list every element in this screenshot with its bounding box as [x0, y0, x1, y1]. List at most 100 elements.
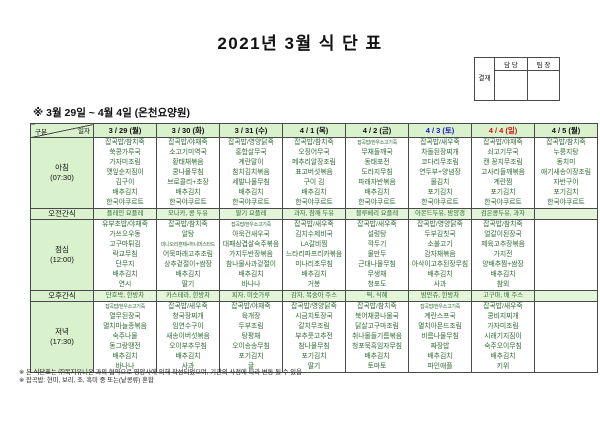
- menu-cell: 잡곡밥/한우소고기죽 계란스프국 멸치아몬드조림 비름나물무침 짜장밥 배추김치 파인애플: [408, 301, 472, 373]
- menu-item: 임연수구이: [172, 323, 204, 330]
- page-title: 2021년 3월 식 단 표: [217, 34, 383, 53]
- menu-item: 배추김치: [175, 353, 201, 360]
- snack-cell: 단호박, 한방차: [93, 290, 157, 302]
- menu-item: 소불고기: [427, 241, 453, 248]
- approval-sign-cell-2: [527, 71, 559, 100]
- menu-item: 쑥콩가루국: [109, 149, 141, 156]
- menu-item: 무채들깨국: [361, 149, 393, 156]
- menu-item: 깍두기: [367, 241, 387, 248]
- menu-item: 오이부추무침: [169, 343, 207, 350]
- menu-item: 잡곡밥/한우소고기죽: [105, 304, 145, 310]
- menu-item: 오징어무국: [298, 149, 330, 156]
- menu-item: 잡곡밥/새우죽: [294, 221, 334, 228]
- date-header: 3 / 30 (화): [156, 123, 220, 138]
- menu-item: 배추김치: [238, 271, 264, 278]
- menu-item: 두부조림: [238, 323, 264, 330]
- menu-item: 동치미: [556, 159, 576, 166]
- row-label-pm_snack: 오후간식: [30, 290, 94, 302]
- menu-item: 배추김치: [427, 353, 453, 360]
- menu-item: 배추김치: [427, 271, 453, 278]
- approval-col-timjang: 팀 장: [527, 58, 559, 71]
- snack-item: 단호박, 한방차: [105, 292, 145, 299]
- menu-item: 잡곡밥/야채죽: [231, 303, 271, 310]
- menu-item: 잡곡밥/새우죽: [357, 221, 397, 228]
- menu-item: 미니오리훈제+허니머스타드: [160, 242, 216, 248]
- menu-item: 양배추찜+쌈장: [482, 261, 524, 268]
- menu-item: 두부김칫국: [424, 231, 456, 238]
- menu-item: 가자미조림: [487, 323, 519, 330]
- menu-item: 배추김치: [112, 353, 138, 360]
- menu-item: 김구이: [115, 179, 135, 186]
- menu-item: 잡곡밥/참치죽: [546, 139, 586, 146]
- menu-cell: 유부초밥/야채죽 가쓰오우동 고구마튀김 락교무침 단무지 배추김치 연시: [93, 219, 157, 291]
- menu-item: 애기새송이장조림: [540, 169, 592, 176]
- menu-cell: [534, 301, 598, 373]
- menu-item: 캔 꽁치무조림: [483, 159, 523, 166]
- footnote-provider: ※ 본 식단표는 ㈜복지유니온 과의 협약으로 영양사에 의해 작성되었으며, …: [19, 369, 302, 376]
- menu-item: 계란말이: [238, 159, 264, 166]
- menu-item: 고구마튀김: [109, 241, 141, 248]
- menu-item: 잡곡밥/야채죽: [168, 139, 208, 146]
- menu-cell: 잡곡밥/영양닭죽 홍합살무국 계란말이 참치김치볶음 세발나물무침 배추김치 한국야쿠르트: [219, 137, 283, 209]
- menu-cell: 잡곡밥/새우죽 청국장찌개 임연수구이 새송이버섯볶음 오이부추무침 배추김치 사과: [156, 301, 220, 373]
- row-label-breakfast: 아침 (07:30): [30, 137, 94, 209]
- menu-item: 잡곡밥/한우소고기죽: [420, 304, 460, 310]
- menu-cell: 잡곡밥/참치죽 얼갈이된장국 제육고추장볶음 가지전 양배추찜+쌈장 배추김치 참외: [471, 219, 535, 291]
- menu-item: 대패삼겹살숙주볶음: [222, 241, 280, 248]
- menu-item: 제육고추장볶음: [481, 241, 525, 248]
- menu-item: 세발나물무침: [232, 179, 270, 186]
- menu-cell: 잡곡밥/야채죽 소고기미역국 황태채볶음 콩나물무침 브로콜리+초장 배추김치 한국야쿠르트: [156, 137, 220, 209]
- menu-item: 아삭이고추된장무침: [411, 261, 469, 268]
- menu-item: 메추리알장조림: [292, 159, 336, 166]
- snack-item: 고구마, 배 주스: [482, 292, 523, 299]
- menu-item: 잡곡밥/새우죽: [420, 139, 460, 146]
- snack-item: 블루베리 요플레: [355, 210, 399, 217]
- menu-item: 파인애플: [427, 363, 453, 370]
- menu-item: 배추김치: [490, 271, 516, 278]
- menu-item: 배추김치: [490, 353, 516, 360]
- menu-item: 탕평채: [241, 333, 261, 340]
- date-header: 4 / 1 (목): [282, 123, 346, 138]
- menu-item: 깻잎순지짐이: [106, 169, 144, 176]
- menu-item: 파래자반볶음: [358, 179, 396, 186]
- menu-item: 포기김치: [553, 189, 579, 196]
- menu-item: 한국야쿠르트: [232, 199, 270, 206]
- row-dinner: 저녁 (17:30) 잡곡밥/한우소고기죽 열무된장국 멸치마늘종볶음 숙주나물 동그랑땡전…: [30, 301, 598, 373]
- footnote-grain: ※ 잡곡밥: 현미, 보리, 조, 흑미 중 또는(낱콩류) 혼합: [19, 377, 154, 384]
- menu-item: 가쓰오우동: [109, 231, 141, 238]
- menu-item: 부추풋고추전: [295, 333, 333, 340]
- menu-item: 참나물무침: [298, 343, 330, 350]
- snack-item: 과자, 참깨 두유: [293, 210, 334, 217]
- date-header: 4 / 5 (월): [534, 123, 598, 138]
- row-label-lunch: 점심 (12:00): [30, 219, 94, 291]
- menu-item: 연시: [118, 281, 132, 288]
- menu-item: 브로콜리+초장: [167, 179, 209, 186]
- menu-item: 시래기지짐이: [484, 333, 522, 340]
- menu-item: 계란스프국: [424, 313, 456, 320]
- menu-item: 잡곡밥/참치죽: [168, 221, 208, 228]
- menu-item: 느타리파프리카볶음: [285, 251, 343, 258]
- menu-item: 물김치: [430, 179, 450, 186]
- row-pm_snack: 오후간식 단호박, 한방차 카스테라, 한방차 피자, 미숫가루 감자, 복숭아 주스 떡…: [30, 290, 598, 302]
- menu-item: 새송이버섯볶음: [166, 333, 210, 340]
- menu-item: 갈치무조림: [298, 323, 330, 330]
- snack-item: 감자, 복숭아 주스: [291, 292, 337, 299]
- menu-item: 연두부+양념장: [419, 169, 461, 176]
- menu-item: 잡곡밥/한우소고기죽: [357, 140, 397, 146]
- menu-item: 상추겉절이+쌈장: [164, 261, 212, 268]
- menu-item: 청포묵흑임자무침: [351, 343, 403, 350]
- menu-cell: 잡곡밥/참치죽 오징어무국 메추리알장조림 표고버섯볶음 구이 김 배추김치 한국야쿠르트: [282, 137, 346, 209]
- menu-item: 딸기: [307, 363, 321, 370]
- menu-item: 짜장밥: [430, 343, 450, 350]
- date-header: 4 / 2 (금): [345, 123, 409, 138]
- menu-cell: 잡곡밥/한우소고기죽 아욱건새우국 대패삼겹살숙주볶음 가지두반장볶음 참나물사과겉절이…: [219, 219, 283, 291]
- snack-cell: 모나카, 콩 두유: [156, 208, 220, 220]
- date-header: 4 / 4 (일): [471, 123, 535, 138]
- snack-cell: 아몬드두유, 밤양갱: [408, 208, 472, 220]
- date-header: 3 / 31 (수): [219, 123, 283, 138]
- menu-item: 잡곡밥/한우소고기죽: [231, 222, 271, 228]
- menu-cell: [534, 219, 598, 291]
- menu-cell: 잡곡밥/참치죽 누룽지탕 동치미 애기새송이장조림 자반구이 포기김치 한국야쿠르트: [534, 137, 598, 209]
- menu-item: 감자채볶음: [424, 251, 456, 258]
- menu-item: 배추김치: [175, 271, 201, 278]
